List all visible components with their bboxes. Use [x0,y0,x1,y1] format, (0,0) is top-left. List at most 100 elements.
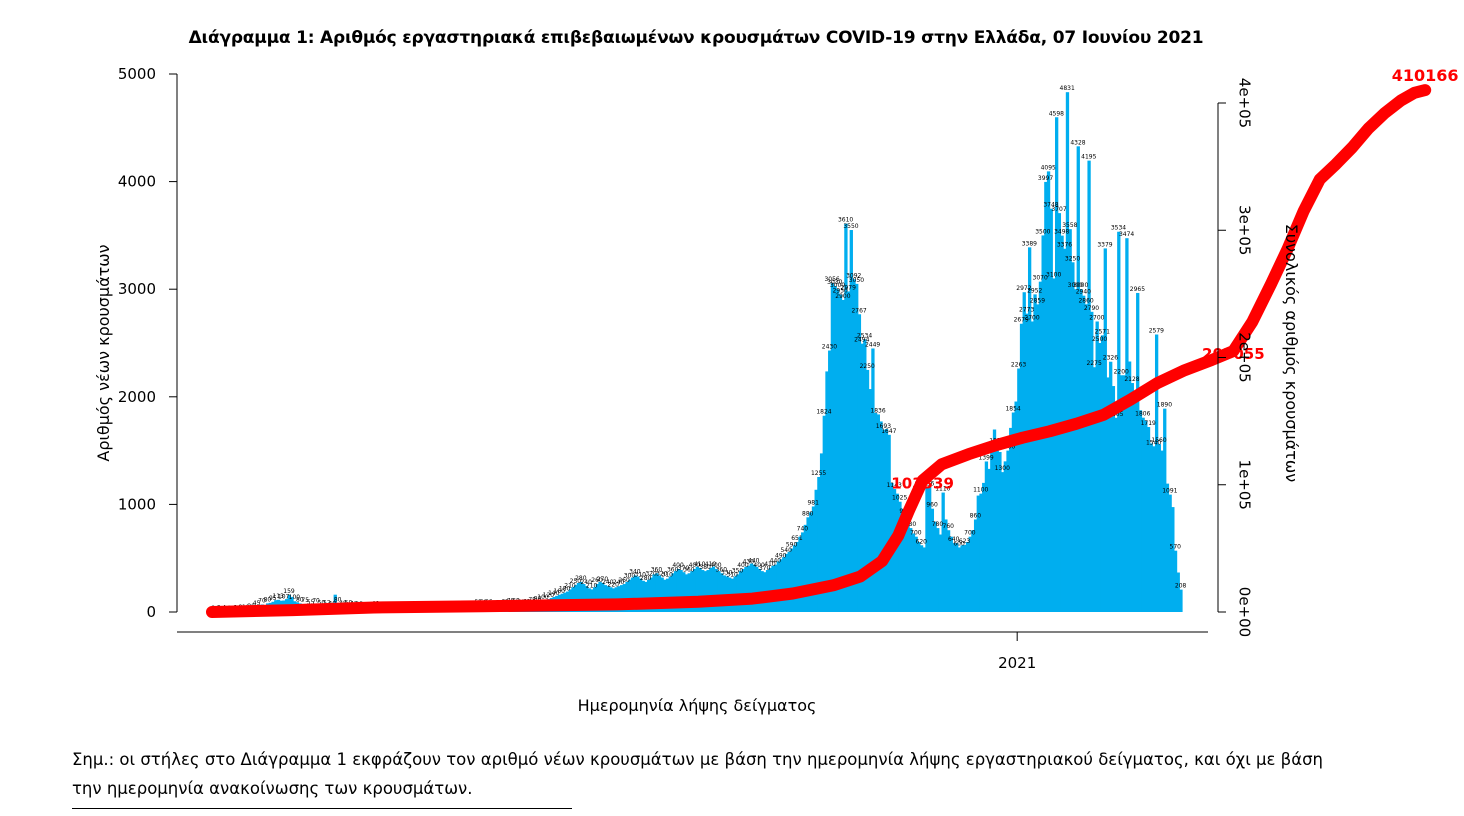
bar [1168,494,1172,612]
bar-value-label: 2579 [1149,327,1164,334]
bar-value-label: 380 [699,564,711,571]
left-tick-label: 2000 [118,388,156,406]
bar-value-label: 600 [953,540,965,547]
bar [852,279,856,612]
left-tick-label: 1000 [118,495,156,513]
bar-value-label: 3610 [838,217,853,224]
bar [919,545,924,612]
bar-value-label: 113 [272,593,284,600]
bar-value-label: 400 [753,562,765,569]
bar [722,575,726,612]
bar [1163,408,1167,612]
bar-value-label: 1399 [978,454,993,461]
bar-value-label: 2275 [1087,360,1102,367]
bar [849,230,853,612]
bar-value-label: 1300 [995,465,1010,472]
left-tick-label: 5000 [118,65,156,83]
bar-value-label: 740 [797,525,809,532]
bar [925,487,929,612]
bar-value-label: 623 [959,538,971,545]
bar-value-label: 400 [672,562,684,569]
bar [1133,395,1137,612]
bar [576,582,581,612]
bar [930,508,935,612]
bar [1044,181,1048,613]
bar [701,570,705,612]
bar [846,291,851,612]
bar [1041,235,1045,612]
bars-layer [212,92,1183,613]
bar [952,543,956,612]
bar [1003,461,1007,612]
bar [992,429,997,612]
bar-value-label: 960 [926,502,938,509]
bar-value-label: 270 [597,576,609,583]
bar [1019,323,1024,612]
bar-value-label: 3379 [1097,241,1112,248]
bar-value-label: 3474 [1119,231,1134,238]
bar-value-label: 340 [629,568,641,575]
bar [719,573,724,612]
bar-value-label: 180 [559,586,571,593]
bar [692,568,697,612]
bar [828,350,832,612]
bar [1011,412,1016,612]
bar [1098,343,1102,612]
bar [736,574,740,612]
bar-value-label: 350 [732,567,744,574]
bar [944,519,948,612]
bar [1144,420,1148,612]
bar [979,493,983,612]
bar [1179,589,1183,612]
bar-value-label: 3100 [1046,271,1061,278]
bar-value-label: 2940 [1076,289,1091,296]
bar [830,283,835,612]
bar-value-label: 3534 [1111,225,1126,232]
bar-value-label: 3056 [824,276,839,283]
bar-value-label: 310 [726,572,738,579]
x-axis-title: Ημερομηνία λήψης δείγματος [578,696,817,715]
bar [1165,483,1170,612]
bar-value-label: 80 [264,596,272,603]
bar-value-label: 90 [534,595,542,602]
bar-value-label: 540 [780,547,792,554]
bar-value-label: 651 [791,535,803,542]
bar-value-label: 2900 [835,293,850,300]
bar [801,532,805,612]
bar [895,493,899,612]
bar [757,568,762,612]
bar-value-label: 3250 [1065,255,1080,262]
bar-value-label: 370 [759,565,771,572]
bar [1014,401,1018,612]
bar [1095,321,1099,612]
bar-value-label: 410 [764,561,776,568]
bar-value-label: 400 [710,562,722,569]
bar-value-label: 400 [737,562,749,569]
bar [703,571,708,612]
bar [860,343,864,612]
bar [1100,335,1105,612]
bar [844,223,848,612]
bar [1127,361,1132,612]
bar [825,371,829,612]
bar-value-label: 1647 [881,428,896,435]
bar [833,285,837,612]
bar-value-label: 3500 [1035,228,1050,235]
bar [822,415,826,612]
bar-value-label: 360 [667,566,679,573]
bar-value-label: 240 [613,579,625,586]
bar-value-label: 2773 [1019,307,1034,314]
bar-value-label: 3070 [1033,275,1048,282]
bar-value-label: 860 [970,512,982,519]
bar [1036,304,1040,612]
bar-value-label: 2326 [1103,355,1118,362]
bar [771,565,775,612]
bar [679,570,683,612]
bar [1052,278,1056,612]
bar-value-label: 360 [651,566,663,573]
bar [876,414,880,612]
right-tick-label: 3e+05 [1236,205,1254,255]
bar-value-label: 3050 [849,277,864,284]
bar-value-label: 3000 [1073,282,1088,289]
